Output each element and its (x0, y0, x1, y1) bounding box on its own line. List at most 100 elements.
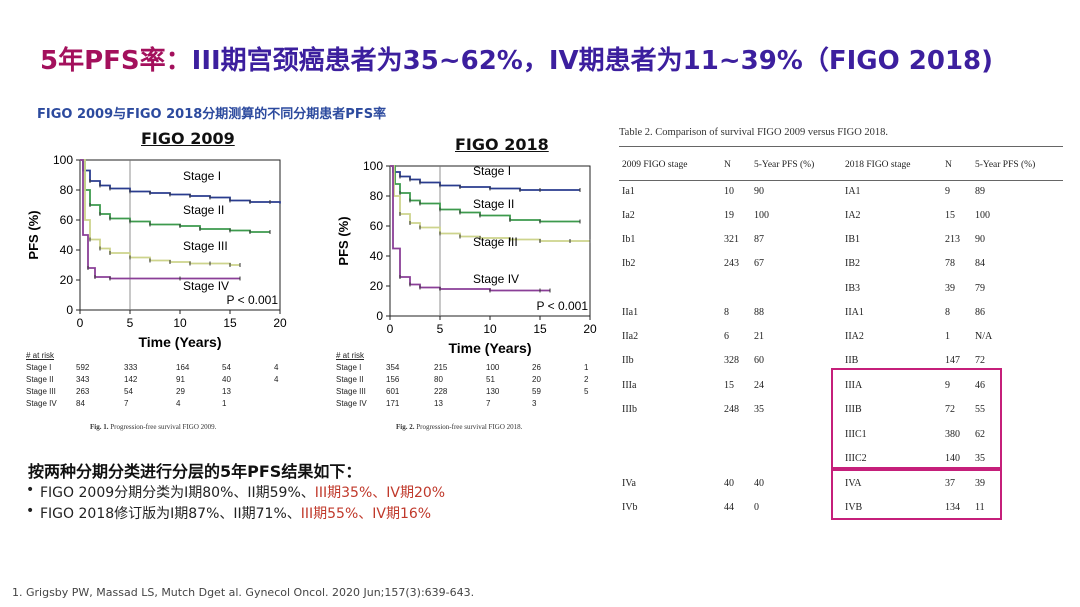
x-tick-label: 20 (273, 316, 287, 330)
table-cell: 21 (754, 331, 764, 342)
table-column-header: 5-Year PFS (%) (975, 160, 1036, 170)
table-cell: 15 (724, 380, 734, 391)
table-cell: 39 (975, 478, 985, 489)
risk-count: 13 (434, 399, 443, 408)
table-cell: IIB (845, 355, 859, 366)
x-tick-label: 15 (533, 322, 547, 336)
x-tick-label: 5 (127, 316, 134, 330)
table-cell: IIa1 (622, 307, 639, 318)
series-label-stage-iv: Stage IV (183, 279, 229, 293)
table-cell: 35 (754, 404, 764, 415)
p-value-label: P < 0.001 (537, 299, 589, 313)
risk-count: 59 (532, 387, 541, 396)
series-label-stage-i: Stage I (183, 169, 221, 183)
table-top-rule (619, 146, 1063, 147)
table-cell: IA1 (845, 186, 861, 197)
table-cell: 90 (754, 186, 764, 197)
table-cell: 62 (975, 429, 985, 440)
x-axis-label: Time (Years) (448, 340, 531, 356)
table-cell: 9 (945, 186, 950, 197)
summary-item-text: FIGO 2018修订版为I期87%、II期71%、 (40, 506, 301, 522)
headline-rest: III期宫颈癌患者为35~62%，IV期患者为11~39%（FIGO 2018) (191, 46, 994, 76)
risk-row-label: Stage IV (336, 399, 367, 408)
km-chart-figo-2009: 0 20 40 60 80 100 0 5 10 15 20 PFS (%) Time (Years) S… (26, 153, 287, 350)
table-cell: 10 (724, 186, 734, 197)
risk-count: 20 (532, 375, 541, 384)
risk-count: 156 (386, 375, 400, 384)
table-cell: 35 (975, 453, 985, 464)
table-cell: 134 (945, 502, 960, 513)
table-cell: 243 (724, 258, 739, 269)
risk-count: 263 (76, 387, 90, 396)
table-cell: IIIC1 (845, 429, 867, 440)
risk-count: 4 (274, 363, 279, 372)
caption-label: Fig. 1. (90, 423, 109, 431)
caption-text: Progression-free survival FIGO 2018. (416, 423, 523, 431)
risk-count: 100 (486, 363, 500, 372)
table-cell: IIIa (622, 380, 637, 391)
risk-count: 354 (386, 363, 400, 372)
table-cell: IIIA (845, 380, 863, 391)
table-cell: IIIb (622, 404, 637, 415)
risk-count: 13 (222, 387, 231, 396)
y-tick-label: 80 (60, 183, 74, 197)
table-header-rule (619, 180, 1063, 181)
series-label-stage-ii: Stage II (183, 203, 224, 217)
chart-title-figo-2009: FIGO 2009 (141, 129, 235, 148)
table-cell: 89 (975, 186, 985, 197)
y-tick-label: 100 (53, 153, 73, 167)
risk-count: 592 (76, 363, 90, 372)
risk-count: 80 (434, 375, 443, 384)
risk-table-row: Stage I 354 215 100 26 1 (336, 363, 606, 375)
x-tick-label: 15 (223, 316, 237, 330)
table-cell: 321 (724, 234, 739, 245)
highlight-box-stage-iii (831, 368, 1002, 469)
y-tick-label: 20 (370, 279, 384, 293)
table-caption: Table 2. Comparison of survival FIGO 200… (619, 127, 889, 138)
risk-count: 3 (532, 399, 537, 408)
table-cell: IIIC2 (845, 453, 867, 464)
risk-count: 5 (584, 387, 589, 396)
table-cell: IVa (622, 478, 636, 489)
risk-count: 54 (222, 363, 231, 372)
y-tick-label: 100 (363, 159, 383, 173)
series-line-stage-iv (390, 165, 550, 292)
y-tick-label: 20 (60, 273, 74, 287)
risk-table-header: # at risk (336, 351, 365, 360)
risk-table-row: Stage II 343 142 91 40 4 (26, 375, 296, 387)
risk-count: 40 (222, 375, 231, 384)
table-cell: 44 (724, 502, 734, 513)
x-tick-label: 5 (437, 322, 444, 336)
risk-count: 1 (584, 363, 589, 372)
table-column-header: 2009 FIGO stage (622, 160, 688, 170)
risk-count: 91 (176, 375, 185, 384)
caption-label: Fig. 2. (396, 423, 415, 431)
table-cell: IB1 (845, 234, 860, 245)
risk-table-row: Stage III 601 228 130 59 5 (336, 387, 606, 399)
y-tick-label: 0 (66, 303, 73, 317)
x-tick-label: 10 (173, 316, 187, 330)
table-cell: 37 (945, 478, 955, 489)
summary-item-2018: • FIGO 2018修订版为I期87%、II期71%、III期55%、IV期16… (26, 503, 431, 523)
risk-table-row: Stage IV 171 13 7 3 (336, 399, 606, 411)
table-cell: 39 (945, 283, 955, 294)
table-cell: 11 (975, 502, 985, 513)
risk-table-row: Stage III 263 54 29 13 (26, 387, 296, 399)
risk-row-label: Stage IV (26, 399, 57, 408)
risk-count: 29 (176, 387, 185, 396)
bullet-dot: • (26, 482, 35, 498)
table-cell: 6 (724, 331, 729, 342)
table-cell: 147 (945, 355, 960, 366)
plot-frame (79, 159, 281, 311)
table-cell: 67 (754, 258, 764, 269)
table-cell: 90 (975, 234, 985, 245)
risk-count: 130 (486, 387, 500, 396)
risk-count: 601 (386, 387, 400, 396)
risk-table-figo-2018: # at risk Stage I 354 215 100 26 1 Stage II 156 8… (336, 351, 606, 411)
x-tick-label: 0 (387, 322, 394, 336)
risk-table-figo-2009: # at risk Stage I 592 333 164 54 4 Stage II 343 1… (26, 351, 296, 411)
table-cell: 46 (975, 380, 985, 391)
risk-row-label: Stage II (336, 375, 364, 384)
table-cell: 55 (975, 404, 985, 415)
series-label-stage-ii: Stage II (473, 197, 514, 211)
